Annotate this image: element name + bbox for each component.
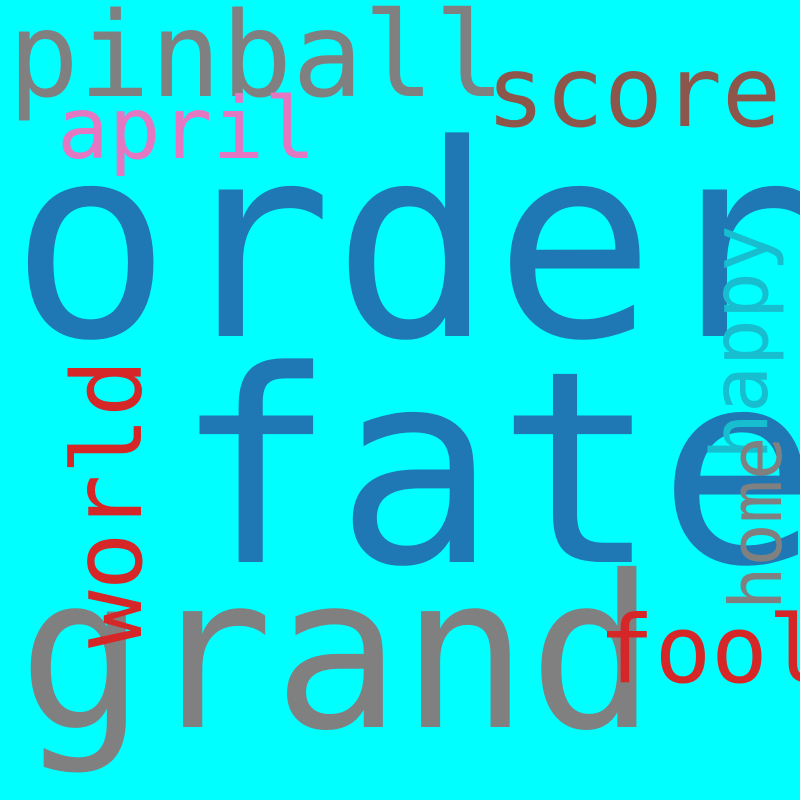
word-score: score: [486, 36, 782, 150]
word-home: home: [714, 436, 798, 610]
word-world: world: [52, 359, 164, 648]
word-pinball: pinball: [8, 0, 506, 124]
word-grand: grand: [18, 530, 657, 777]
word-fate: fate: [174, 314, 800, 626]
word-order: order: [10, 88, 800, 400]
word-fool: fool: [598, 596, 800, 705]
word-april: april: [57, 79, 316, 179]
word-happy: happy: [696, 225, 786, 460]
